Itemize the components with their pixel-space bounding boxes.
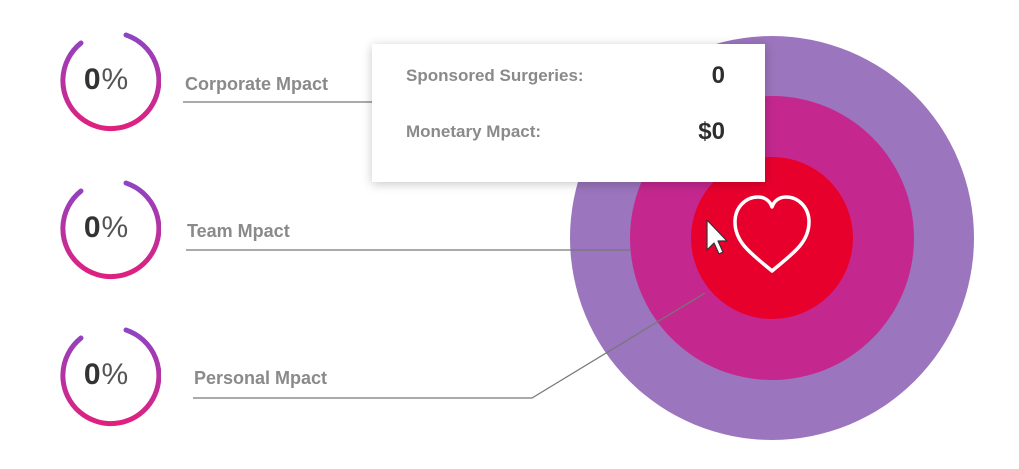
progress-arc: [60, 32, 161, 131]
personal-gauge: 0%: [51, 320, 161, 430]
percent-value: 0: [83, 211, 101, 244]
percent-symbol: %: [101, 63, 129, 96]
percent-symbol: %: [101, 211, 129, 244]
team-gauge: 0%: [51, 173, 161, 283]
inner-ring-personal[interactable]: [691, 157, 853, 319]
percent-symbol: %: [101, 358, 129, 391]
monetary-mpact-label: Monetary Mpact:: [406, 122, 542, 141]
progress-arc: [60, 327, 161, 426]
heart-icon[interactable]: [733, 195, 811, 273]
percent-value: 0: [83, 358, 101, 391]
percent-readout: 0%: [51, 173, 161, 283]
percent-readout: 0%: [51, 25, 161, 135]
sponsored-surgeries-value: 0: [711, 62, 725, 89]
corporate-mpact-label[interactable]: Corporate Mpact: [185, 74, 329, 94]
cursor-arrow-icon: [706, 219, 728, 255]
impact-tooltip: Sponsored Surgeries: 0 Monetary Mpact: $…: [372, 44, 765, 182]
corporate-gauge: 0%: [51, 25, 161, 135]
monetary-mpact-value: $0: [698, 118, 725, 145]
personal-mpact-label[interactable]: Personal Mpact: [194, 368, 328, 388]
progress-arc: [60, 180, 161, 279]
sponsored-surgeries-row: Sponsored Surgeries: 0: [406, 62, 725, 90]
team-mpact-label[interactable]: Team Mpact: [187, 221, 290, 241]
percent-readout: 0%: [51, 320, 161, 430]
sponsored-surgeries-label: Sponsored Surgeries:: [406, 66, 584, 85]
percent-value: 0: [83, 63, 101, 96]
connector-personal: [193, 292, 706, 399]
monetary-mpact-row: Monetary Mpact: $0: [406, 118, 725, 146]
